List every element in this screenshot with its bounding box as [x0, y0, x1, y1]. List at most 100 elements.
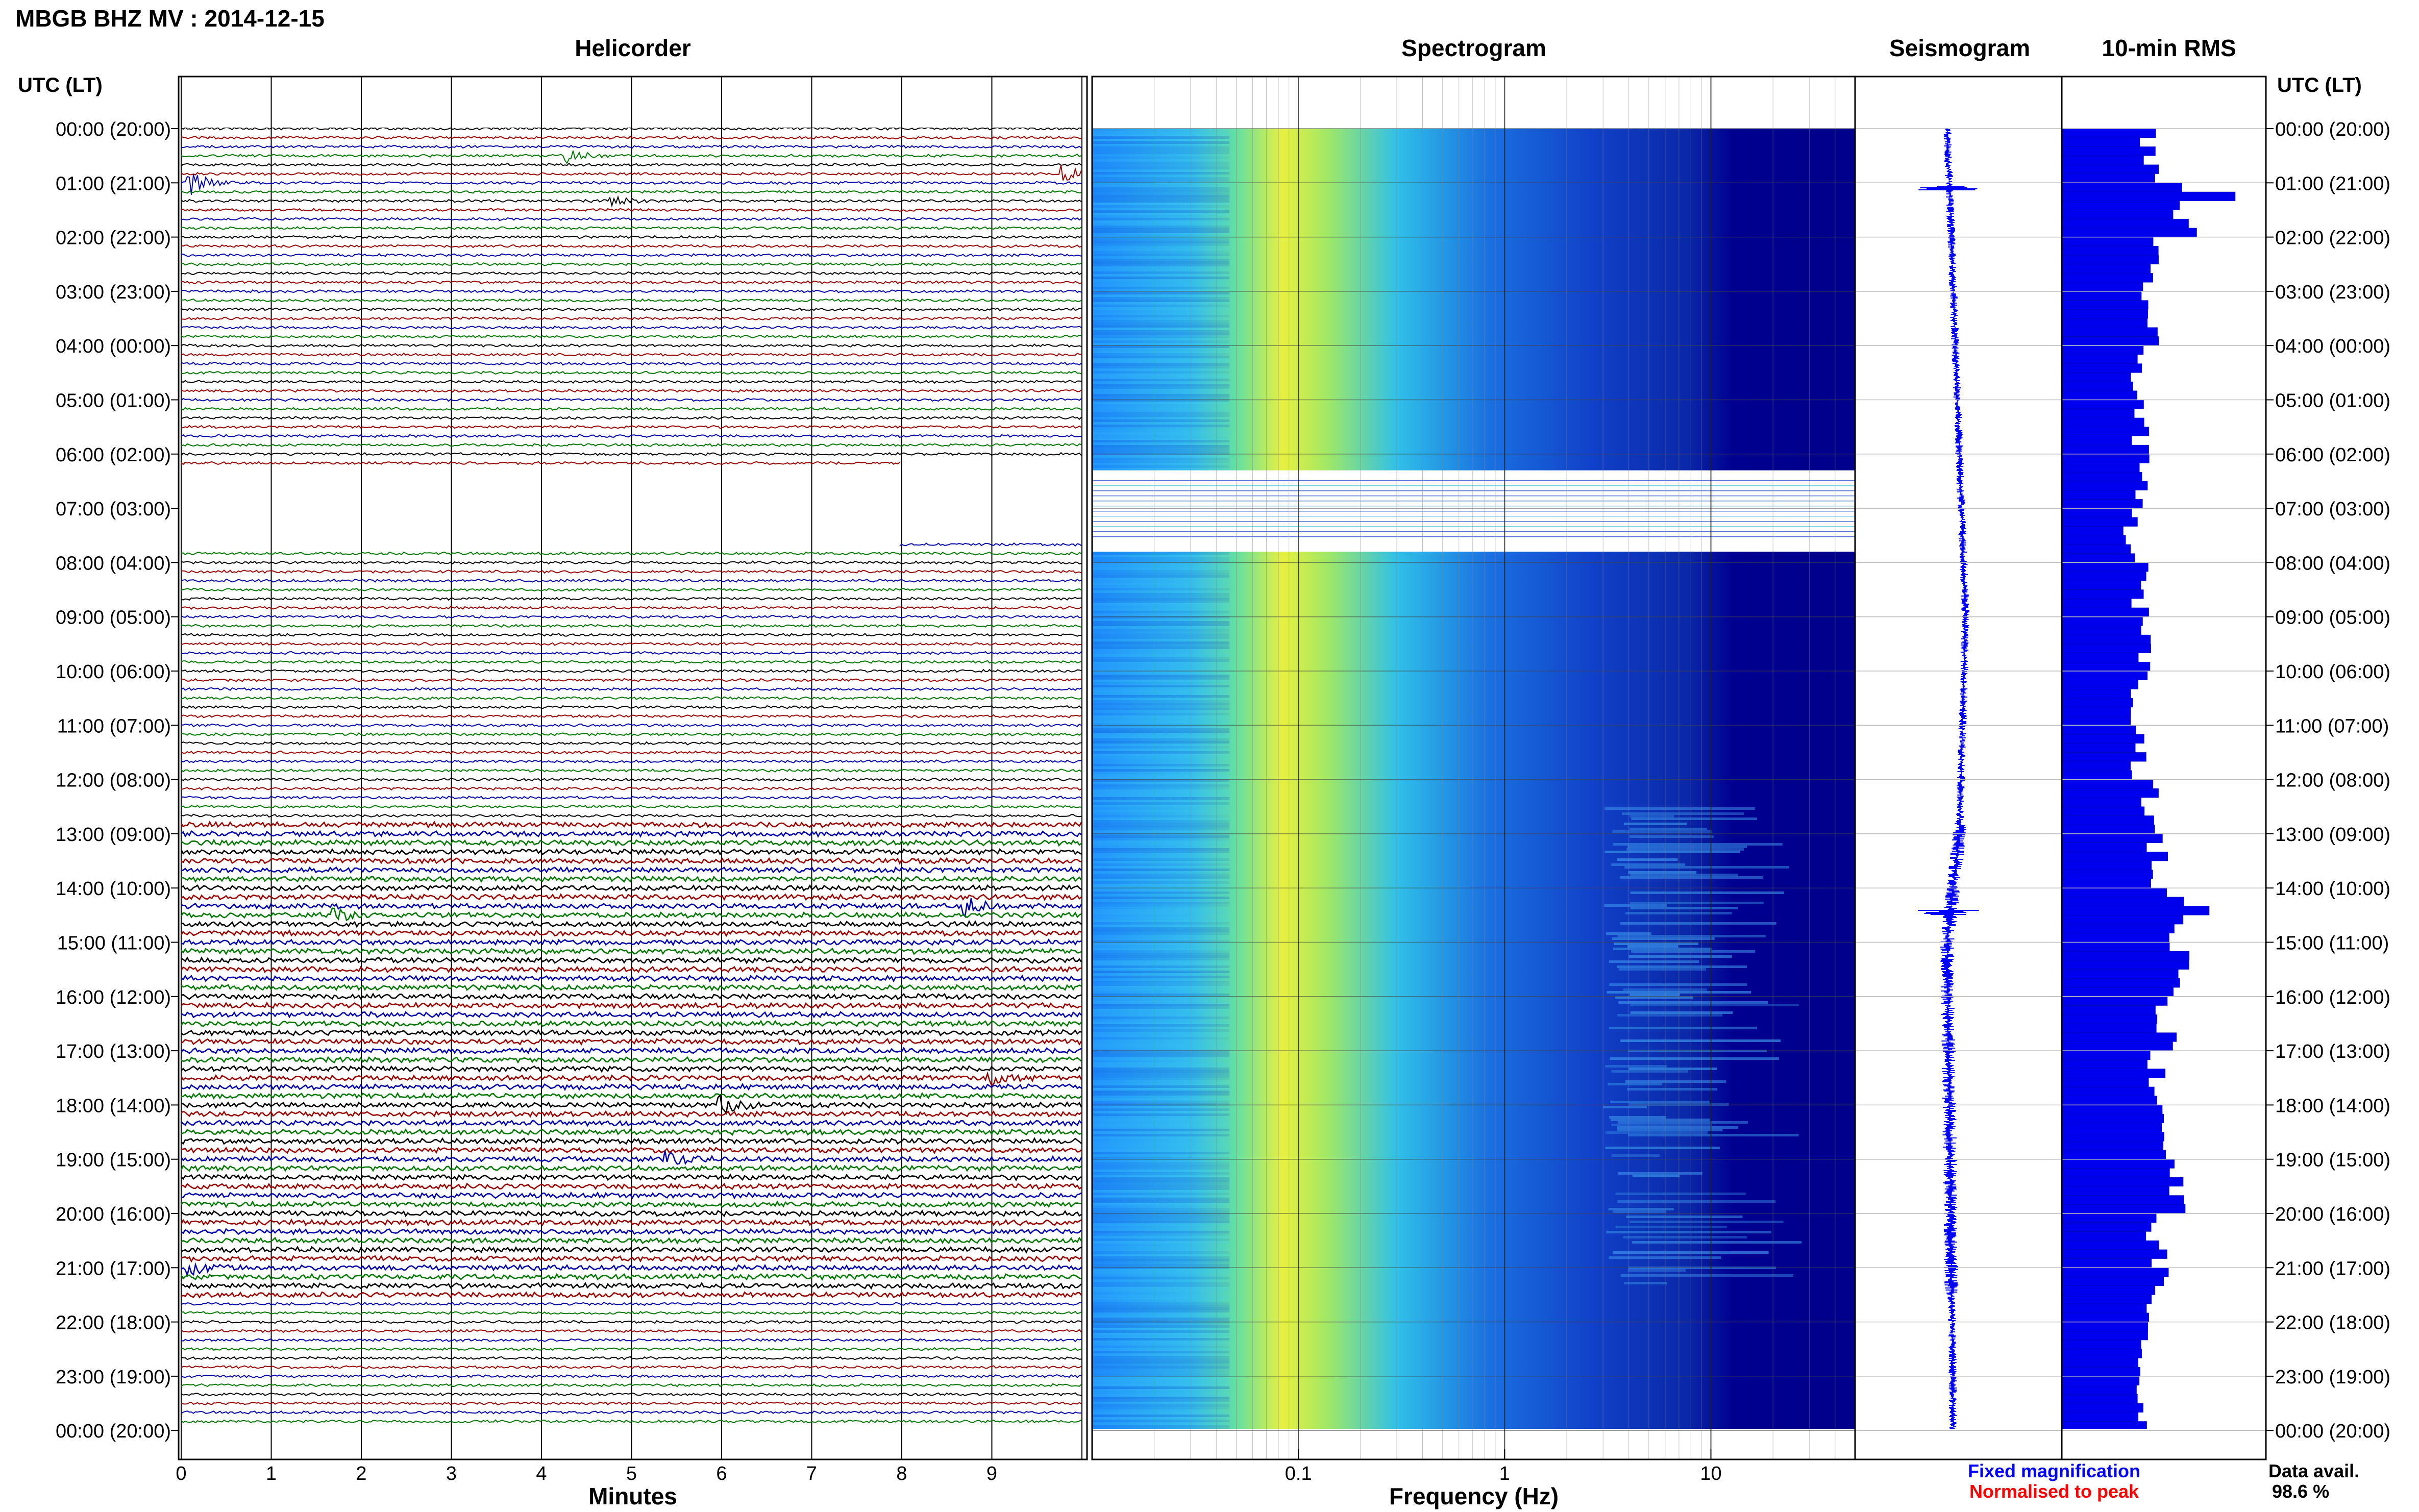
spectrogram-band: [1092, 1407, 1230, 1409]
time-label-right: 12:00 (08:00): [2275, 770, 2390, 791]
spectrogram-band: [1092, 1305, 1230, 1307]
spectrogram-band: [1092, 1068, 1230, 1070]
spectrogram-band: [1092, 233, 1230, 236]
spectrogram-band: [1092, 266, 1230, 269]
rms-bar: [2062, 1312, 2149, 1322]
spectrogram-band: [1618, 1172, 1702, 1175]
rms-bar: [2062, 924, 2175, 934]
spectrogram-band: [1624, 1282, 1667, 1284]
data-avail-label: Data avail.: [2268, 1460, 2359, 1481]
spectrogram-band: [1092, 1175, 1230, 1177]
spectrogram-band: [1092, 1351, 1230, 1353]
helicorder-trace: [181, 1401, 1082, 1406]
rms-bar: [2062, 643, 2151, 653]
rms-bar: [2062, 183, 2182, 192]
spectrogram-band: [1092, 1106, 1230, 1108]
spectrogram-band: [1092, 192, 1230, 195]
spectrogram-band: [1092, 741, 1230, 743]
spectrogram-band: [1604, 904, 1667, 907]
spectrogram-band: [1092, 904, 1230, 907]
spectrogram-band: [1092, 343, 1230, 345]
spectrogram-band: [1611, 1070, 1688, 1073]
spectrogram-band: [1092, 769, 1230, 772]
helicorder-trace: [181, 174, 1082, 195]
spectrogram-band: [1092, 1032, 1230, 1034]
spectrogram-band: [1092, 805, 1230, 807]
helicorder-x-tick-label: 7: [806, 1463, 817, 1484]
rms-bar: [2062, 309, 2149, 319]
spectrogram-band: [1092, 1292, 1230, 1295]
spectrogram-band: [1092, 766, 1230, 769]
spectrogram-band: [1092, 721, 1230, 723]
spectrogram-band: [1092, 305, 1230, 307]
spectrogram-band: [1092, 611, 1230, 613]
spectrogram-band: [1092, 226, 1230, 228]
rms-bar: [2062, 228, 2197, 237]
helicorder-trace: [180, 848, 1082, 856]
helicorder-trace: [181, 884, 1082, 892]
spectrogram-band: [1092, 1142, 1230, 1144]
spectrogram-band: [1092, 988, 1230, 991]
spectrogram-band: [1092, 1006, 1230, 1009]
spectrogram-band: [1092, 649, 1230, 652]
spectrogram-band: [1614, 943, 1698, 945]
time-label-right: 18:00 (14:00): [2275, 1095, 2390, 1117]
spectrogram-band: [1092, 1055, 1230, 1057]
helicorder-trace: [181, 208, 1082, 212]
rms-bar: [2062, 1023, 2157, 1033]
time-label-right: 02:00 (22:00): [2275, 228, 2390, 249]
spectrogram-x-tick-label: 0.1: [1285, 1463, 1312, 1484]
spectrogram-band: [1092, 846, 1230, 848]
rms-bar: [2062, 1141, 2164, 1151]
time-label-left: 18:00 (14:00): [56, 1095, 171, 1117]
spectrogram-band: [1092, 608, 1230, 611]
spectrogram-band: [1092, 647, 1230, 649]
spectrogram-band: [1092, 1011, 1230, 1014]
helicorder-trace: [181, 388, 1082, 393]
helicorder-trace: [181, 1128, 1082, 1136]
rms-bar: [2062, 499, 2143, 509]
spectrogram-band: [1603, 1106, 1647, 1108]
spectrogram-band: [1092, 782, 1230, 784]
spectrogram-band: [1609, 1116, 1666, 1119]
rms-bar: [2062, 354, 2138, 364]
spectrogram-band: [1092, 1284, 1230, 1287]
spectrogram-band: [1092, 953, 1230, 955]
spectrogram-band: [1092, 317, 1230, 320]
spectrogram-band: [1630, 907, 1738, 909]
spectrogram-band: [1092, 991, 1230, 994]
spectrogram-band: [1608, 1208, 1674, 1210]
spectrogram-band: [1092, 565, 1230, 567]
rms-bar: [2062, 1032, 2177, 1042]
spectrogram-band: [1092, 1121, 1230, 1124]
time-label-right: 08:00 (04:00): [2275, 553, 2390, 574]
rms-bar: [2062, 752, 2146, 762]
rms-bar: [2062, 1069, 2166, 1078]
rms-bar: [2062, 589, 2144, 599]
spectrogram-band: [1092, 863, 1230, 866]
spectrogram-band: [1092, 652, 1230, 654]
spectrogram-band: [1092, 241, 1230, 243]
helicorder-trace: [181, 804, 1082, 809]
spectrogram-band: [1092, 626, 1230, 629]
spectrogram-band: [1092, 1014, 1230, 1017]
spectrogram-band: [1092, 1244, 1230, 1246]
helicorder-trace: [181, 452, 1082, 456]
spectrogram-band: [1620, 922, 1776, 925]
spectrogram-band: [1092, 943, 1230, 945]
spectrogram-band: [1092, 162, 1230, 164]
spectrogram-band: [1092, 728, 1230, 731]
spectrogram-band: [1092, 284, 1230, 287]
spectrogram-band: [1092, 736, 1230, 738]
rms-bar: [2062, 580, 2141, 590]
spectrogram-band: [1092, 945, 1230, 948]
spectrogram-heatmap: [1092, 129, 1855, 1429]
helicorder-trace: [181, 641, 1082, 646]
rms-bar: [2062, 327, 2158, 337]
rms-bar: [2062, 1367, 2140, 1377]
spectrogram-band: [1092, 1328, 1230, 1330]
helicorder-trace: [181, 668, 1082, 674]
time-label-left: 09:00 (05:00): [56, 607, 171, 629]
spectrogram-xlabel: Frequency (Hz): [1389, 1483, 1559, 1509]
helicorder-trace: [181, 741, 1082, 746]
